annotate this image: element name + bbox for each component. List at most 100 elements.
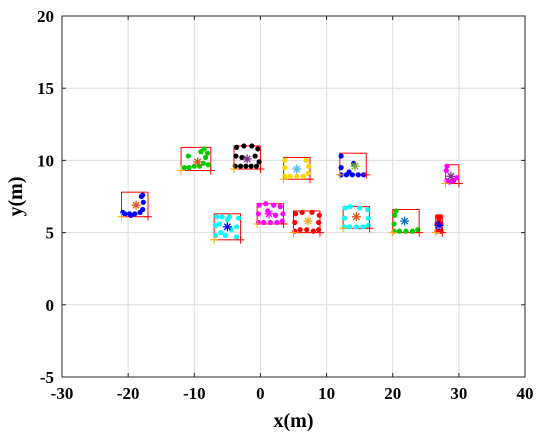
cluster-center-marker <box>243 155 251 163</box>
scan-point <box>236 215 242 221</box>
scan-point <box>256 159 262 165</box>
scan-point <box>237 163 244 169</box>
data-layer <box>117 143 463 244</box>
scan-point <box>297 227 303 233</box>
scan-point <box>310 228 316 234</box>
scan-point <box>303 157 309 163</box>
scan-point <box>287 173 293 179</box>
x-tick-labels: -30 -20 -10 0 10 20 30 40 <box>51 384 534 403</box>
x-tick-label: 0 <box>256 384 265 403</box>
y-axis-label: y(m) <box>5 177 27 217</box>
cluster-center-marker <box>304 217 312 225</box>
tick-marks <box>61 15 526 378</box>
y-tick-label: -5 <box>40 368 54 387</box>
scan-point <box>248 163 254 169</box>
scan-point <box>305 170 311 176</box>
cluster-bounding-box <box>445 164 460 185</box>
scan-point <box>365 215 371 221</box>
axes-frame <box>61 15 526 378</box>
x-tick-label: 30 <box>450 384 467 403</box>
scan-point <box>338 165 344 171</box>
scan-point <box>392 212 398 218</box>
x-tick-label: 20 <box>384 384 401 403</box>
scan-point <box>282 157 288 163</box>
cluster-center-marker <box>193 158 202 166</box>
scan-point <box>403 228 409 234</box>
scan-point <box>249 143 255 149</box>
scan-point <box>252 153 258 159</box>
scan-point <box>214 214 220 220</box>
scan-point <box>256 202 262 208</box>
cluster-12 <box>431 214 447 237</box>
scan-point <box>200 160 207 166</box>
scan-point <box>355 172 361 178</box>
y-tick-label: 15 <box>37 79 54 98</box>
cluster-8 <box>253 201 288 228</box>
y-tick-labels: -5 0 5 10 15 20 <box>37 7 54 387</box>
cluster-center-marker <box>132 201 140 209</box>
scan-point <box>205 162 211 168</box>
scan-point <box>338 153 344 159</box>
scan-point <box>202 154 209 161</box>
scan-point <box>342 205 348 211</box>
scan-point <box>216 221 223 227</box>
scan-point <box>271 202 277 208</box>
scan-point <box>201 146 207 152</box>
scan-point <box>347 224 353 230</box>
scan-point <box>253 163 260 169</box>
scan-point <box>226 214 232 220</box>
scan-point <box>347 204 353 210</box>
cluster-10 <box>339 204 374 233</box>
scan-point <box>222 232 228 239</box>
scan-point <box>282 165 288 171</box>
scan-point <box>346 169 352 175</box>
cluster-center-marker <box>265 210 273 218</box>
scan-point <box>186 165 192 171</box>
scan-point <box>228 227 234 233</box>
x-tick-label: 40 <box>517 384 534 403</box>
scan-point <box>396 228 402 234</box>
y-tick-label: 10 <box>37 151 54 170</box>
cluster-2 <box>177 146 215 175</box>
scan-point <box>263 201 269 207</box>
cluster-7 <box>210 213 245 244</box>
scan-point <box>391 221 397 227</box>
scan-point <box>300 173 307 179</box>
y-tick-label: 5 <box>46 224 55 243</box>
scan-point <box>316 212 322 218</box>
x-tick-label: -10 <box>183 384 206 403</box>
y-tick-label: 20 <box>37 7 54 26</box>
cluster-center-marker <box>435 221 443 229</box>
scan-point <box>138 193 144 200</box>
cluster-3 <box>229 143 265 174</box>
scan-point <box>132 211 138 217</box>
scan-point <box>128 212 134 218</box>
scan-point <box>140 199 146 205</box>
scan-point <box>255 146 261 152</box>
scan-point <box>212 222 219 228</box>
scan-point <box>234 144 240 151</box>
scan-point <box>304 227 310 233</box>
cluster-center-marker <box>293 165 301 173</box>
cluster-center-marker <box>447 172 455 180</box>
scan-point <box>204 150 211 156</box>
scan-point <box>443 167 449 174</box>
y-tick-label: 0 <box>46 296 55 315</box>
cluster-center-marker <box>223 223 231 231</box>
cluster-4 <box>279 157 315 184</box>
plot-area <box>62 16 525 377</box>
scan-point <box>234 234 240 240</box>
cluster-center-marker <box>401 217 409 225</box>
scan-point <box>353 224 359 230</box>
scan-point <box>243 163 249 169</box>
scan-point <box>191 163 197 169</box>
cluster-5 <box>335 152 371 179</box>
scan-point <box>196 163 203 169</box>
scan-point <box>255 211 262 217</box>
cluster-center-marker <box>351 162 359 170</box>
cluster-bounding-box <box>180 146 212 172</box>
scan-point <box>140 206 146 213</box>
scan-point <box>280 211 286 217</box>
